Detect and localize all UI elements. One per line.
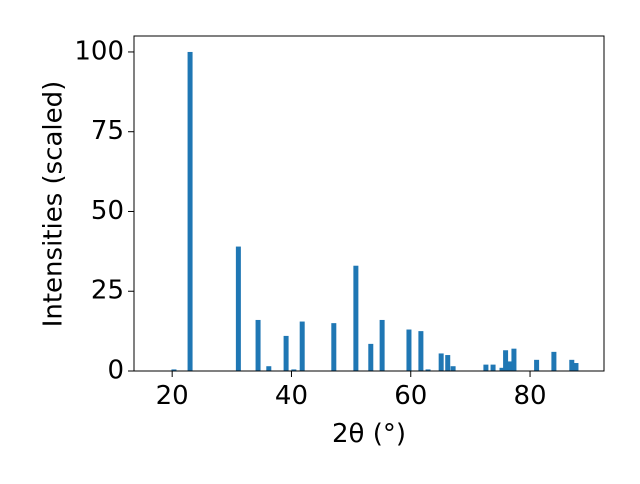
y-tick-label: 75 (91, 116, 124, 146)
bar (171, 369, 177, 371)
y-tick-label: 50 (91, 196, 124, 226)
x-tick-label: 60 (394, 381, 427, 411)
y-tick-label: 100 (74, 36, 124, 66)
bar (331, 323, 337, 371)
bar (368, 343, 374, 371)
bar (299, 321, 305, 371)
y-tick-label: 25 (91, 276, 124, 306)
bar (534, 359, 540, 371)
bar (573, 363, 579, 371)
bar (283, 335, 289, 371)
bar (266, 366, 272, 371)
bar (503, 350, 509, 371)
bar (507, 361, 513, 371)
bar (551, 351, 557, 371)
plot-frame (133, 35, 605, 372)
bar (255, 319, 261, 371)
bar (291, 369, 297, 371)
bar (379, 319, 385, 371)
bar (235, 246, 241, 371)
bar (406, 329, 412, 371)
x-axis-label: 2θ (°) (332, 419, 406, 449)
bar (353, 265, 359, 371)
bar (438, 353, 444, 371)
bar (569, 359, 575, 371)
bar (418, 331, 424, 371)
bar (483, 364, 489, 371)
y-tick-label: 0 (107, 356, 124, 386)
x-tick-label: 20 (156, 381, 189, 411)
x-tick-label: 40 (275, 381, 308, 411)
bar (445, 355, 451, 371)
bar (425, 369, 431, 371)
bar (490, 364, 496, 371)
bar (187, 51, 193, 371)
bar (511, 348, 517, 371)
bar (499, 367, 505, 371)
x-tick-label: 80 (513, 381, 546, 411)
bar (450, 366, 456, 371)
y-axis-label: Intensities (scaled) (39, 81, 69, 328)
